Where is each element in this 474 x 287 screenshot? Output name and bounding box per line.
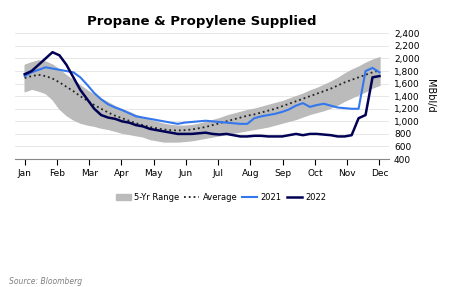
2022 [154,128,160,132]
Average [258,111,264,114]
2022 [196,131,201,135]
Average [147,125,153,129]
2022 [377,74,383,78]
Average [245,114,250,117]
Average [22,76,27,80]
2022 [56,54,62,57]
Average [196,127,201,130]
2021 [377,71,383,74]
Title: Propane & Propylene Supplied: Propane & Propylene Supplied [87,15,317,28]
2021 [154,118,160,122]
Text: Source: Bloomberg: Source: Bloomberg [9,277,82,286]
2022 [22,73,27,76]
2021 [224,121,229,124]
Line: 2021: 2021 [25,67,380,124]
Legend: 5-Yr Range, Average, 2021, 2022: 5-Yr Range, Average, 2021, 2022 [112,189,329,205]
2022 [265,135,271,138]
2021 [43,65,48,69]
2021 [56,68,62,71]
Average [377,69,383,72]
Line: Average: Average [25,70,380,131]
2021 [251,117,257,120]
2021 [22,74,27,78]
Line: 2022: 2022 [25,52,380,136]
2021 [203,119,209,123]
2022 [237,135,243,138]
2022 [217,133,222,136]
2021 [175,122,181,126]
2022 [251,134,257,137]
Average [175,129,181,132]
Average [50,77,55,80]
2022 [50,51,55,54]
Y-axis label: MBbl/d: MBbl/d [425,79,435,113]
Average [356,75,362,79]
2021 [265,113,271,117]
